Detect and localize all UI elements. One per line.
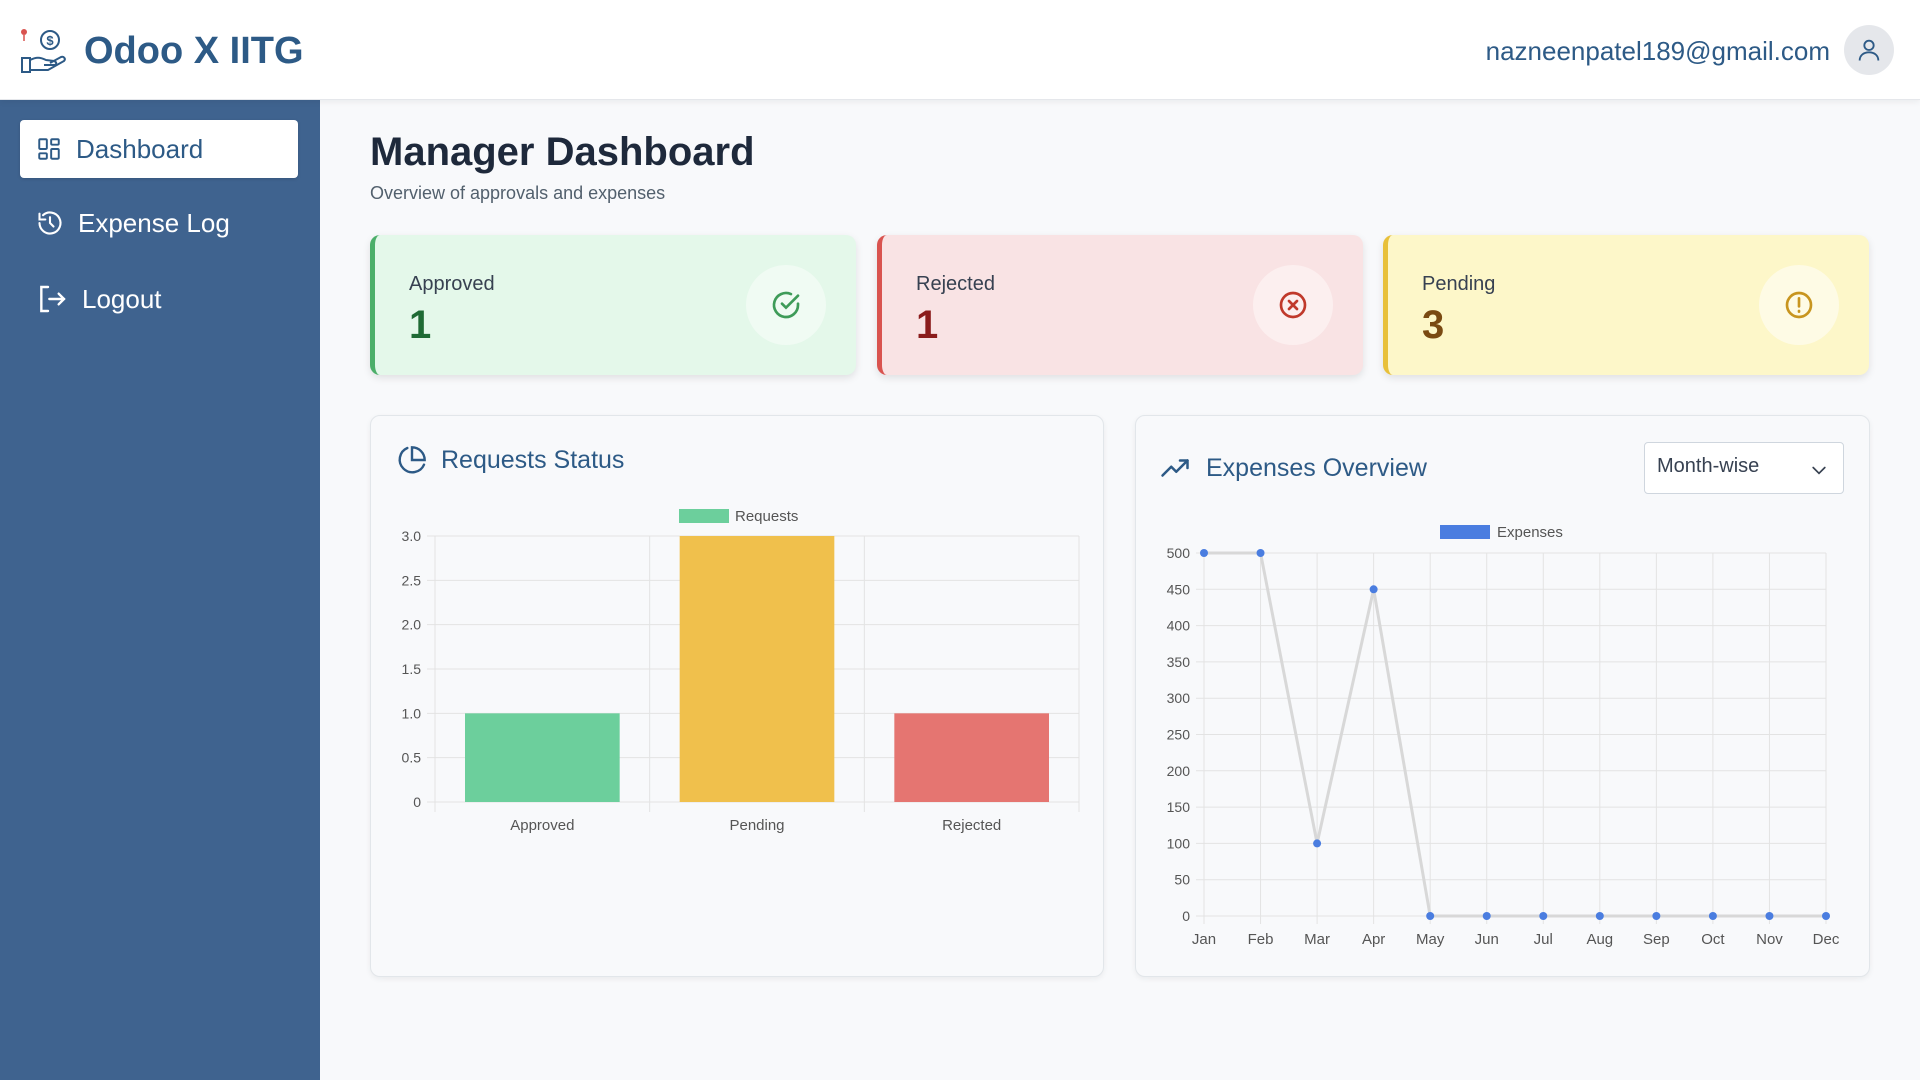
data-point xyxy=(1822,912,1830,920)
expenses-panel-title: Expenses Overview xyxy=(1206,454,1427,482)
x-tick-label: Jun xyxy=(1475,931,1499,948)
x-circle-icon xyxy=(1253,265,1333,345)
chevron-down-icon xyxy=(1812,466,1826,475)
page-subtitle: Overview of approvals and expenses xyxy=(370,183,666,203)
y-tick-label: 0 xyxy=(413,794,421,810)
period-select-value: Month-wise xyxy=(1657,455,1760,477)
series-line xyxy=(1204,551,1826,918)
x-tick-label: Dec xyxy=(1813,931,1840,948)
rejected-label: Rejected xyxy=(916,273,995,295)
y-tick-label: 2.0 xyxy=(402,617,422,633)
requests-panel-title: Requests Status xyxy=(441,446,625,474)
y-tick-label: 350 xyxy=(1167,654,1191,670)
x-tick-label: Apr xyxy=(1362,931,1385,948)
sidebar-item-label: Expense Log xyxy=(78,207,230,238)
sidebar-item-label: Dashboard xyxy=(76,133,204,164)
y-tick-label: 1.0 xyxy=(402,705,422,721)
expenses-overview-panel: Expenses Overview Month-wise Expenses 0 50… xyxy=(1135,415,1870,977)
check-circle-icon xyxy=(746,265,826,345)
x-tick-label: Oct xyxy=(1701,931,1725,948)
y-tick-label: 400 xyxy=(1167,618,1191,634)
page-title: Manager Dashboard xyxy=(370,130,755,174)
y-tick-label: 3.0 xyxy=(402,528,422,544)
y-tick-label: 250 xyxy=(1167,727,1191,743)
y-tick-label: 150 xyxy=(1167,799,1191,815)
y-tick-label: 500 xyxy=(1167,545,1191,561)
rejected-count: 1 xyxy=(916,303,939,347)
top-header: $ Odoo X IITG nazneenpatel189@gmail.com xyxy=(0,0,1920,100)
money-hand-logo-icon: $ xyxy=(21,29,66,73)
svg-text:$: $ xyxy=(46,33,54,48)
y-tick-label: 300 xyxy=(1167,690,1191,706)
y-tick-label: 50 xyxy=(1174,872,1190,888)
legend-label: Requests xyxy=(735,508,798,525)
sidebar-item-label: Logout xyxy=(82,283,162,314)
trending-up-icon xyxy=(1161,459,1189,477)
sidebar-item-dashboard[interactable]: Dashboard xyxy=(20,120,298,178)
sidebar-item-logout[interactable]: Logout xyxy=(20,270,298,328)
legend-swatch xyxy=(679,509,729,523)
sidebar-item-expense-log[interactable]: Expense Log xyxy=(20,194,298,252)
logout-icon xyxy=(40,285,66,313)
approved-card: Approved 1 xyxy=(370,235,856,375)
requests-status-panel: Requests Status Requests 0 0.5 1.0 1.5 2.0 2.5… xyxy=(370,415,1104,977)
history-icon xyxy=(38,211,62,235)
y-tick-label: 2.5 xyxy=(402,572,422,588)
x-tick-label: Jul xyxy=(1534,931,1553,948)
data-point xyxy=(1426,912,1435,920)
avatar[interactable] xyxy=(1844,25,1894,75)
user-email: nazneenpatel189@gmail.com xyxy=(1485,36,1830,66)
x-tick-label: Pending xyxy=(729,817,784,834)
x-tick-label: Mar xyxy=(1304,931,1330,948)
x-tick-label: Aug xyxy=(1586,931,1613,948)
data-point xyxy=(1369,585,1378,594)
approved-label: Approved xyxy=(409,273,495,295)
x-tick-label: Rejected xyxy=(942,817,1001,834)
data-point xyxy=(1765,912,1774,920)
data-point xyxy=(1708,912,1717,920)
period-select[interactable]: Month-wise xyxy=(1644,442,1844,494)
pending-card: Pending 3 xyxy=(1383,235,1869,375)
x-tick-label: Jan xyxy=(1192,931,1216,948)
data-point xyxy=(1200,549,1208,557)
pending-label: Pending xyxy=(1422,273,1496,295)
sidebar: Dashboard Expense Log Logout xyxy=(0,100,320,1080)
bar xyxy=(894,713,1049,802)
data-point xyxy=(1256,549,1265,557)
legend-swatch xyxy=(1440,525,1490,539)
rejected-card: Rejected 1 xyxy=(877,235,1363,375)
y-tick-label: 100 xyxy=(1167,835,1191,851)
data-point xyxy=(1313,839,1322,848)
x-tick-label: May xyxy=(1416,931,1445,948)
y-tick-label: 200 xyxy=(1167,763,1191,779)
x-tick-label: Approved xyxy=(510,817,574,834)
y-tick-label: 0 xyxy=(1182,908,1190,924)
brand[interactable]: $ Odoo X IITG xyxy=(20,28,304,74)
grid-icon xyxy=(38,138,60,160)
x-tick-label: Sep xyxy=(1643,931,1670,948)
x-tick-label: Nov xyxy=(1756,931,1783,948)
data-point xyxy=(1539,912,1548,920)
app-title: Odoo X IITG xyxy=(84,29,304,72)
data-point xyxy=(1652,912,1661,920)
y-tick-label: 0.5 xyxy=(402,750,422,766)
approved-count: 1 xyxy=(409,303,432,347)
data-point xyxy=(1482,912,1491,920)
bar xyxy=(465,713,620,802)
x-tick-label: Feb xyxy=(1248,931,1274,948)
expenses-line-chart: Expenses 0 50 100 150 200 250 300 350 400 450 500 Ja… xyxy=(1167,524,1840,948)
data-point xyxy=(1595,912,1604,920)
pending-count: 3 xyxy=(1422,303,1445,347)
requests-bar-chart: Requests 0 0.5 1.0 1.5 2.0 2.5 3.0 Approved Pendi… xyxy=(402,508,1080,834)
pie-chart-icon xyxy=(398,446,426,474)
y-tick-label: 1.5 xyxy=(402,661,422,677)
y-tick-label: 450 xyxy=(1167,581,1191,597)
legend-label: Expenses xyxy=(1497,524,1563,541)
alert-circle-icon xyxy=(1759,265,1839,345)
bar xyxy=(679,536,835,802)
user-icon xyxy=(1858,39,1880,61)
